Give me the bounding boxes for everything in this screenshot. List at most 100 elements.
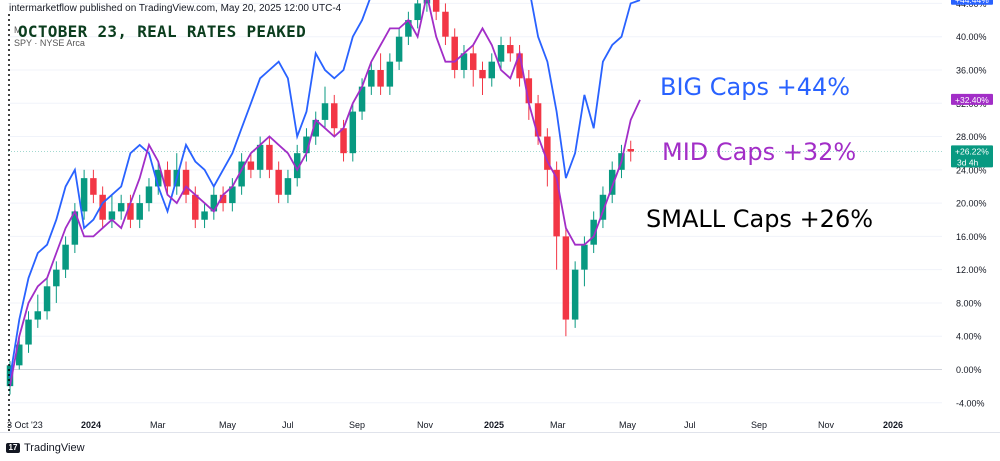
x-tick-label: Jul [282, 420, 294, 430]
candle-body [80, 178, 88, 212]
candle-body [534, 103, 542, 137]
candle-body [599, 194, 607, 220]
big-caps-annotation: BIG Caps +44% [660, 73, 851, 101]
price-labels: +44.44% +32.40% +26.22%3d 4h [951, 0, 993, 168]
candle-body [127, 203, 134, 220]
price-label-box [951, 0, 993, 5]
footer-divider [0, 432, 1000, 433]
symbol-line-2: SPY · NYSE Arca [14, 38, 85, 48]
x-tick-label: Sep [751, 420, 767, 430]
mid-caps-line [9, 0, 641, 387]
candle-body [145, 186, 153, 204]
x-tick-label: Mar [150, 420, 166, 430]
candle-body [479, 69, 486, 79]
candle-body [544, 136, 551, 170]
candle-body [340, 128, 347, 154]
candle-body [219, 194, 227, 204]
price-label-text: +44.44% [955, 0, 989, 5]
price-label-text: +32.40% [955, 95, 989, 105]
candle-body [256, 144, 264, 170]
x-tick-label: Mar [550, 420, 566, 430]
candle-body [469, 53, 477, 70]
candle-body [108, 211, 116, 220]
grid [8, 2, 942, 404]
candle-body [349, 111, 357, 154]
candle-body [488, 61, 496, 79]
candle-body [201, 211, 208, 220]
candle-body [53, 269, 60, 287]
candle-body [321, 103, 329, 120]
candle-body [192, 194, 199, 220]
candle-body [312, 119, 319, 137]
brand-label: TradingView [24, 442, 85, 454]
candle-body [62, 244, 69, 270]
candle-body [571, 269, 579, 320]
candle-body [136, 203, 143, 220]
x-tick-label: 2024 [81, 420, 101, 430]
candle-body [405, 20, 412, 37]
candle-body [386, 61, 394, 87]
mid-caps-annotation: MID Caps +32% [662, 138, 857, 166]
tradingview-logo-icon: 17 [6, 443, 20, 453]
price-label-text: +26.22% [955, 146, 989, 156]
symbol-line-1: M [14, 25, 22, 35]
x-tick-label: Sep [349, 420, 365, 430]
x-tick-label: 2026 [883, 420, 903, 430]
x-tick-label: 3 Oct '23 [7, 420, 43, 430]
candle-body [368, 69, 375, 87]
candle-body [275, 169, 282, 195]
x-tick-label: 2025 [484, 420, 504, 430]
candle-body [395, 36, 403, 62]
y-tick-label: 24.00% [956, 165, 987, 175]
candle-body [71, 211, 79, 245]
candle-body [608, 169, 616, 195]
publisher-line: intermarketflow published on TradingView… [9, 3, 342, 14]
candle-body [358, 86, 366, 112]
chart-title: OCTOBER 23, REAL RATES PEAKED [18, 22, 307, 41]
candle-body [16, 344, 23, 366]
candle-body [627, 149, 634, 152]
y-tick-label: 40.00% [956, 32, 987, 42]
y-tick-label: 4.00% [956, 332, 982, 342]
footer-brand[interactable]: 17 TradingView [6, 442, 85, 454]
x-tick-label: May [619, 420, 637, 430]
x-tick-label: Jul [684, 420, 696, 430]
candle-body [423, 0, 431, 4]
candle-body [516, 53, 523, 79]
y-tick-label: 36.00% [956, 65, 987, 75]
candle-body [525, 78, 533, 104]
candle-body [99, 194, 106, 220]
candle-body [164, 169, 171, 187]
candle-body [414, 3, 421, 21]
candle-body [562, 236, 570, 320]
candle-body [34, 311, 42, 320]
candle-body [377, 69, 384, 87]
y-tick-label: 28.00% [956, 132, 987, 142]
price-label-box [951, 93, 993, 105]
price-label-box [951, 145, 993, 168]
y-tick-label: 16.00% [956, 232, 987, 242]
candle-body [154, 169, 162, 187]
y-tick-label: -4.00% [956, 398, 985, 408]
candle-body [284, 178, 292, 195]
candle-body [293, 153, 301, 179]
candle-body [117, 203, 125, 212]
x-tick-label: Nov [417, 420, 434, 430]
candle-body [581, 244, 588, 270]
candle-body [507, 45, 514, 54]
small-caps-annotation: SMALL Caps +26% [646, 205, 874, 233]
candle-body [210, 194, 218, 212]
price-label-subtext: 3d 4h [957, 157, 979, 167]
candle-body [553, 169, 560, 237]
candle-body [451, 36, 458, 70]
y-tick-label: 12.00% [956, 265, 987, 275]
candle-body [432, 0, 440, 12]
candle-body [442, 11, 449, 37]
candle-body [90, 178, 97, 195]
candle-body [497, 45, 505, 62]
candle-body [247, 161, 255, 170]
y-tick-label: 0.00% [956, 365, 982, 375]
x-tick-label: May [219, 420, 237, 430]
candle-body [229, 186, 236, 204]
